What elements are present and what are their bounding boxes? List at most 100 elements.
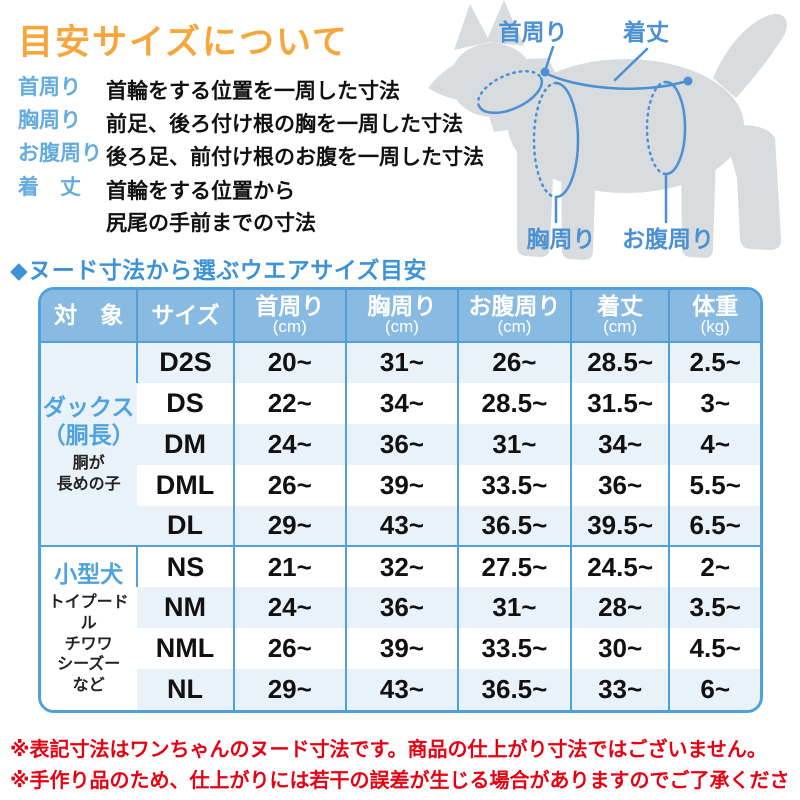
definition-desc: 後ろ足、前付け根のお腹を一周した寸法 <box>106 146 484 169</box>
subject-group-small-dog: 小型犬 トイプードル チワワ シーズー など <box>41 545 138 710</box>
chest-ring-back <box>532 81 558 199</box>
measurement-lines <box>476 45 689 224</box>
cell-belly: 31~ <box>457 587 571 629</box>
cell-length: 28~ <box>569 587 670 629</box>
definition-desc-line2: 尻尾の手前までの寸法 <box>106 211 316 235</box>
cell-neck: 26~ <box>232 464 346 506</box>
table-row: DS 22~ 34~ 28.5~ 31.5~ 3~ <box>41 382 760 424</box>
definition-term: 首周り <box>18 76 81 99</box>
definition-desc: 首輪をする位置を一周した寸法 <box>106 80 400 103</box>
definition-term: 胸周り <box>18 109 81 132</box>
table-row: NML 26~ 39~ 33.5~ 30~ 4.5~ <box>41 628 760 669</box>
table-row: 小型犬 トイプードル チワワ シーズー など NS 21~ 32~ 27.5~ … <box>41 545 760 710</box>
cell-chest: 31~ <box>344 342 458 383</box>
neck-label: 首周り <box>499 19 568 45</box>
cell-weight: 5.5~ <box>668 464 760 506</box>
cell-chest: 34~ <box>344 382 458 424</box>
cell-weight: 6.5~ <box>668 505 760 547</box>
cell-neck: 24~ <box>232 587 346 629</box>
table-row: DL 29~ 43~ 36.5~ 39.5~ 6.5~ <box>41 505 760 547</box>
size-table: 対 象 サイズ 首周り (cm) 胸周り (cm) <box>41 290 760 710</box>
table-row: DM 24~ 36~ 31~ 34~ 4~ <box>41 423 760 465</box>
cell-weight: 6~ <box>668 669 760 710</box>
cell-length: 28.5~ <box>569 342 670 383</box>
cell-size: NS <box>136 545 234 588</box>
dog-silhouette <box>428 0 787 260</box>
cell-belly: 36.5~ <box>457 505 571 547</box>
cell-size: DS <box>137 382 234 424</box>
cell-size: NM <box>137 587 234 629</box>
cell-length: 39.5~ <box>569 505 670 547</box>
header-subject: 対 象 <box>41 290 138 343</box>
cell-size: NL <box>137 669 234 710</box>
definition-row: お腹周り 後ろ足、前付け根のお腹を一周した寸法 <box>18 142 484 174</box>
cell-belly: 31~ <box>457 423 571 465</box>
length-label-leader <box>613 47 649 82</box>
subject-group-dachshund: ダックス （胴長） 胴が 長めの子 <box>41 342 138 547</box>
definition-row: 首周り 首輪をする位置を一周した寸法 <box>18 76 400 108</box>
belly-ring-back <box>645 80 668 176</box>
table-row: NL 29~ 43~ 36.5~ 33~ 6~ <box>41 669 760 710</box>
definition-desc: 首輪をする位置から 尻尾の手前までの寸法 <box>106 176 316 239</box>
size-table-container: 対 象 サイズ 首周り (cm) 胸周り (cm) <box>38 287 763 713</box>
cell-neck: 26~ <box>232 628 346 669</box>
cell-size: DML <box>137 464 234 506</box>
length-label: 着丈 <box>623 19 669 45</box>
cell-size: NML <box>137 628 234 669</box>
cell-size: D2S <box>136 342 234 383</box>
cell-weight: 4~ <box>668 423 760 465</box>
definition-desc-line1: 首輪をする位置から <box>106 180 295 203</box>
cell-weight: 2~ <box>668 545 760 588</box>
page-title: 目安サイズについて <box>18 23 349 62</box>
cell-chest: 43~ <box>344 505 458 547</box>
definition-term: お腹周り <box>18 142 102 165</box>
cell-length: 24.5~ <box>569 545 670 588</box>
definition-term: 着 丈 <box>18 176 81 199</box>
header-row: 対 象 サイズ 首周り (cm) 胸周り (cm) <box>41 290 760 343</box>
cell-length: 31.5~ <box>569 382 670 424</box>
cell-length: 33~ <box>569 669 670 710</box>
cell-chest: 36~ <box>344 587 458 629</box>
cell-length: 36~ <box>569 464 670 506</box>
cell-neck: 24~ <box>232 423 346 465</box>
back-length-line <box>543 71 689 90</box>
cell-chest: 43~ <box>344 669 458 710</box>
header-neck: 首周り (cm) <box>232 290 346 343</box>
chest-ring-front <box>554 81 580 199</box>
footnote: ※手作り品のため、仕上がりには若干の誤差が生じる場合がありますのでご了承ください… <box>10 770 790 800</box>
cell-chest: 39~ <box>344 464 458 506</box>
cell-weight: 4.5~ <box>668 628 760 669</box>
header-weight: 体重 (kg) <box>668 290 760 343</box>
cell-belly: 26~ <box>457 342 571 383</box>
belly-ring-front <box>664 80 687 176</box>
cell-neck: 29~ <box>232 669 346 710</box>
cell-chest: 36~ <box>344 423 458 465</box>
cell-length: 34~ <box>569 423 670 465</box>
cell-belly: 36.5~ <box>457 669 571 710</box>
dog-measurement-diagram: 首周り 着丈 胸周り お腹周り <box>428 0 787 260</box>
cell-size: DL <box>137 505 234 547</box>
definition-row: 胸周り 前足、後ろ付け根の胸を一周した寸法 <box>18 109 463 141</box>
cell-weight: 3.5~ <box>668 587 760 629</box>
header-size: サイズ <box>136 290 234 343</box>
cell-belly: 27.5~ <box>457 545 571 588</box>
cell-length: 30~ <box>569 628 670 669</box>
chest-label: 胸周り <box>527 226 596 252</box>
cell-neck: 21~ <box>232 545 346 588</box>
header-length: 着丈 (cm) <box>569 290 670 343</box>
cell-weight: 3~ <box>668 382 760 424</box>
definition-desc: 前足、後ろ付け根の胸を一周した寸法 <box>106 113 463 136</box>
cell-size: DM <box>137 423 234 465</box>
cell-belly: 33.5~ <box>457 464 571 506</box>
cell-chest: 32~ <box>344 545 458 588</box>
definition-row: 着 丈 首輪をする位置から 尻尾の手前までの寸法 <box>18 176 316 239</box>
cell-belly: 33.5~ <box>457 628 571 669</box>
cell-chest: 39~ <box>344 628 458 669</box>
cell-neck: 20~ <box>232 342 346 383</box>
neck-label-leader <box>543 45 555 73</box>
cell-weight: 2.5~ <box>668 342 760 383</box>
table-row: NM 24~ 36~ 31~ 28~ 3.5~ <box>41 587 760 629</box>
cell-belly: 28.5~ <box>457 382 571 424</box>
neck-ring <box>476 69 544 115</box>
footnote: ※表記寸法はワンちゃんのヌード寸法です。商品の仕上がり寸法ではございません。 <box>10 739 767 761</box>
